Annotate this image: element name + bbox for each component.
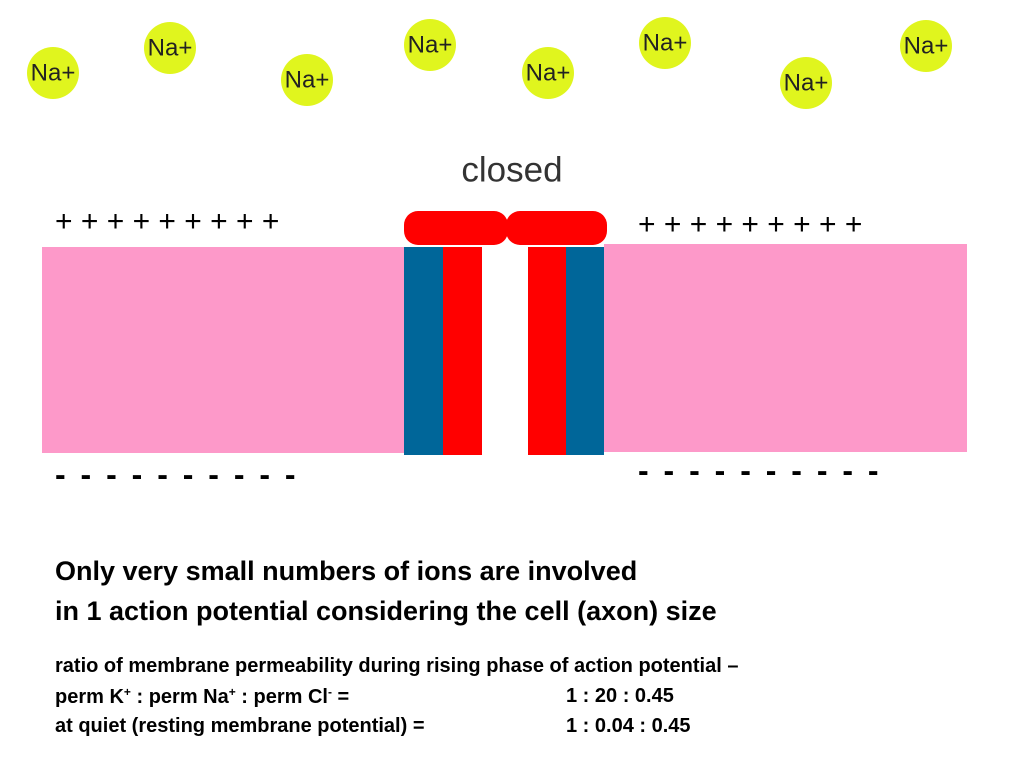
plus-charges: + + + + + + + + +	[638, 208, 862, 241]
membrane	[604, 244, 967, 452]
text: : perm Na	[130, 686, 229, 708]
gate	[404, 211, 508, 245]
text: perm K	[55, 686, 124, 708]
superscript: +	[123, 685, 131, 699]
minus-charges: - - - - - - - - - -	[638, 452, 882, 488]
plus-charges: + + + + + + + + +	[55, 205, 279, 238]
heading-line: in 1 action potential considering the ce…	[55, 596, 717, 626]
minus-charges: - - - - - - - - - -	[55, 456, 299, 492]
superscript: -	[328, 685, 332, 699]
membrane	[42, 247, 404, 453]
ion-label: Na+	[408, 31, 453, 58]
channel-wall	[528, 247, 566, 455]
ion-label: Na+	[31, 59, 76, 86]
ion	[144, 22, 196, 74]
channel-wall	[566, 247, 604, 455]
channel-wall	[404, 247, 443, 455]
ion-label: Na+	[784, 69, 829, 96]
ion	[900, 20, 952, 72]
ion-label: Na+	[285, 66, 330, 93]
rest-value: 1 : 0.04 : 0.45	[566, 715, 691, 737]
perm-value: 1 : 20 : 0.45	[566, 685, 674, 707]
superscript: +	[228, 685, 236, 699]
ion	[780, 57, 832, 109]
ion-label: Na+	[904, 32, 949, 59]
gate	[506, 211, 607, 245]
ion	[281, 54, 333, 106]
ion-label: Na+	[148, 34, 193, 61]
ion	[27, 47, 79, 99]
channel-wall	[443, 247, 482, 455]
text: =	[332, 686, 350, 708]
ion-label: Na+	[643, 29, 688, 56]
ions: Na+ Na+ Na+ Na+ Na+ Na+ Na+ Na+	[27, 17, 952, 109]
ion	[404, 19, 456, 71]
gate-label: closed	[461, 150, 562, 189]
text: : perm Cl	[235, 686, 328, 708]
perm-label: perm K+ : perm Na+ : perm Cl- =	[55, 685, 349, 709]
heading-line: Only very small numbers of ions are invo…	[55, 556, 638, 586]
ion	[639, 17, 691, 69]
ratio-intro: ratio of membrane permeability during ri…	[55, 655, 739, 677]
ion-label: Na+	[526, 59, 571, 86]
rest-label: at quiet (resting membrane potential) =	[55, 715, 425, 737]
ion	[522, 47, 574, 99]
